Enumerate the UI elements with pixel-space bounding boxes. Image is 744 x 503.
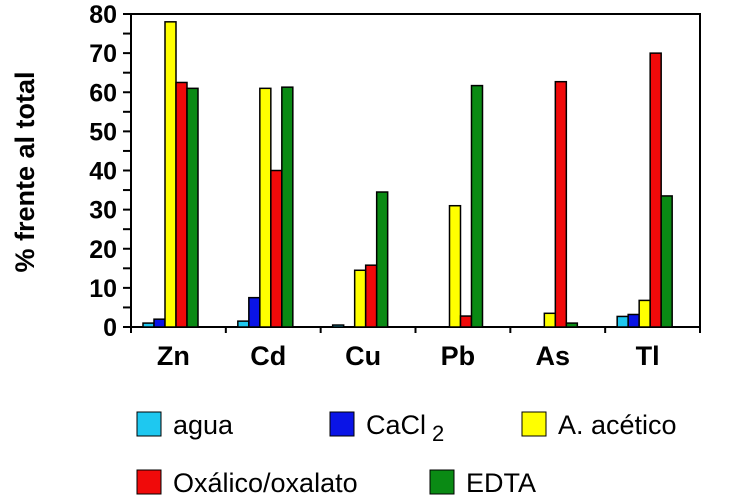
legend-label: agua <box>173 410 234 440</box>
legend-swatch <box>136 469 162 495</box>
bar-Pb-2 <box>448 204 462 328</box>
legend-subscript: 2 <box>432 421 444 446</box>
bar-Cu-4 <box>375 191 389 328</box>
bar-Cu-2 <box>353 269 367 328</box>
legend-label: A. acético <box>558 410 677 440</box>
bar-Zn-0 <box>142 322 155 328</box>
bar-Cd-3 <box>270 169 283 328</box>
bar-Pb-3 <box>459 315 473 328</box>
bar-As-4 <box>565 322 579 328</box>
legend-label: EDTA <box>466 468 536 498</box>
y-tick-label: 30 <box>89 197 117 225</box>
y-tick-label: 70 <box>89 40 117 68</box>
x-tick-label: Pb <box>441 341 476 371</box>
bar-Cu-3 <box>364 264 378 328</box>
bar-Cd-1 <box>248 296 261 328</box>
plot-frame <box>130 13 701 328</box>
bar-Zn-3 <box>175 81 188 328</box>
legend-text: EDTA <box>466 468 536 498</box>
legend: agua CaCl 2 A. acético Oxálico/oxalato EDTA <box>136 410 677 498</box>
bar-Zn-2 <box>164 21 177 328</box>
legend-text: A. acético <box>558 410 677 440</box>
bar-Zn-4 <box>186 87 199 328</box>
x-tick-label: Cu <box>345 341 381 371</box>
bar-As-3 <box>554 80 568 328</box>
y-tick-label: 40 <box>89 158 117 186</box>
x-tick-label: Tl <box>636 341 660 371</box>
legend-swatch <box>329 411 355 437</box>
legend-swatch <box>136 411 162 437</box>
x-tick-label: Zn <box>157 341 190 371</box>
bar-Cd-2 <box>259 87 272 328</box>
bar-Cd-4 <box>281 86 294 328</box>
legend-swatch <box>521 411 547 437</box>
y-tick-label: 0 <box>103 314 117 342</box>
x-tick-label: As <box>535 341 570 371</box>
legend-text: agua <box>173 410 234 440</box>
axes: 0 10 20 30 40 50 60 70 80 Zn Cd Cu Pb As Tl <box>89 1 701 371</box>
bar-Cu-0 <box>331 324 345 328</box>
bar-Tl-2 <box>638 299 651 328</box>
y-tick-label: 20 <box>89 236 117 264</box>
bar-As-2 <box>543 312 557 328</box>
legend-label: CaCl 2 <box>366 410 444 446</box>
legend-text: CaCl <box>366 410 426 440</box>
bars <box>142 21 673 328</box>
legend-text: Oxálico/oxalato <box>173 468 358 498</box>
bar-Tl-1 <box>627 313 640 328</box>
bar-Zn-1 <box>153 318 166 328</box>
y-tick-label: 60 <box>89 79 117 107</box>
y-tick-label: 50 <box>89 118 117 146</box>
bar-Cd-0 <box>237 320 250 328</box>
bar-Tl-0 <box>616 315 629 328</box>
legend-swatch <box>429 469 455 495</box>
bar-Tl-3 <box>649 52 662 328</box>
y-tick-label: 10 <box>89 275 117 303</box>
bar-Tl-4 <box>660 195 673 328</box>
bar-Pb-4 <box>470 84 484 328</box>
y-axis-label: % frente al total <box>10 71 40 272</box>
x-tick-label: Cd <box>250 341 286 371</box>
legend-label: Oxálico/oxalato <box>173 468 358 498</box>
y-tick-label: 80 <box>89 1 117 29</box>
